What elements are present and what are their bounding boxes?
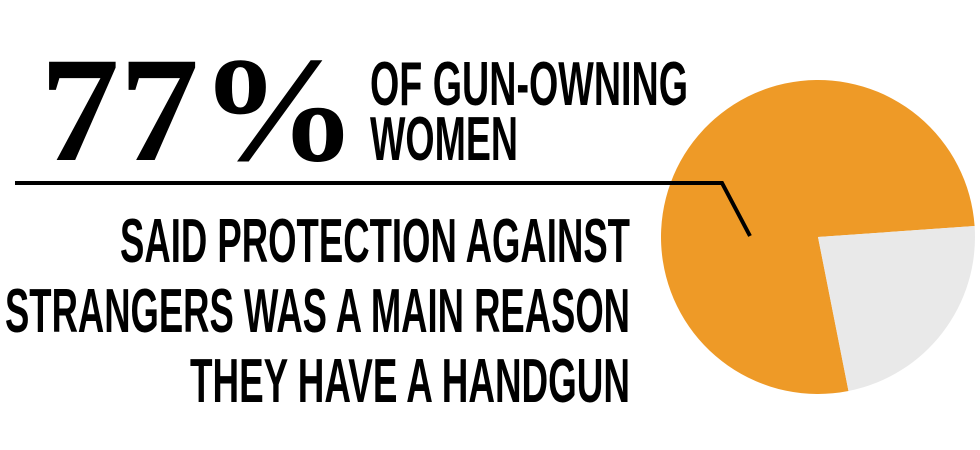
headline-subject-line1: OF GUN-OWNING [370, 50, 688, 119]
caption-line3: THEY HAVE A HANDGUN [190, 347, 630, 416]
headline-stat: 77% [40, 27, 358, 193]
headline-subject-line2: WOMEN [370, 105, 518, 174]
pie-slice-23 [818, 226, 975, 392]
caption-line2: STRANGERS WAS A MAIN REASON [5, 277, 630, 346]
pie-chart [660, 80, 975, 395]
pie-slice-77 [660, 80, 975, 395]
caption-line1: SAID PROTECTION AGAINST [120, 207, 630, 276]
leader-line [15, 181, 752, 237]
